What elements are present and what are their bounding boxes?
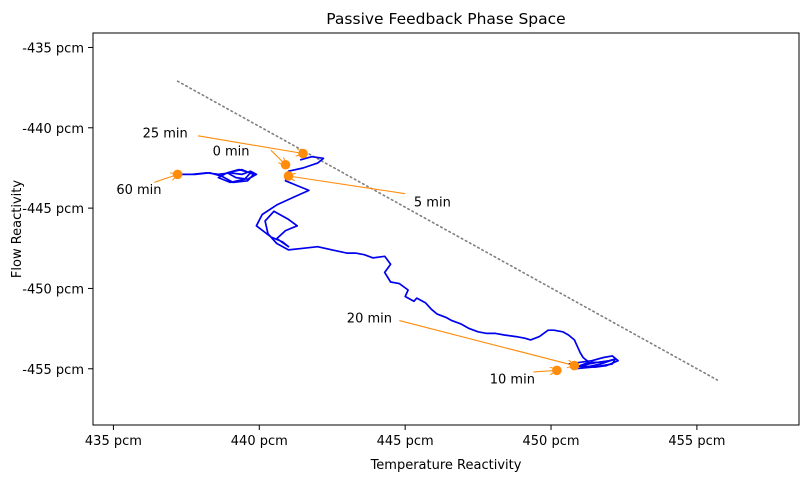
time-marker-point bbox=[552, 365, 562, 376]
x-tick-label: 455 pcm bbox=[668, 434, 725, 449]
x-axis: 435 pcm 440 pcm 445 pcm 450 pcm 455 pcm bbox=[85, 425, 725, 449]
chart-title: Passive Feedback Phase Space bbox=[326, 10, 565, 28]
time-marker-label: 25 min bbox=[143, 127, 188, 142]
time-marker-point bbox=[569, 360, 580, 371]
time-marker-point bbox=[172, 169, 183, 180]
x-axis-label: Temperature Reactivity bbox=[370, 458, 522, 473]
time-marker-point bbox=[280, 159, 291, 170]
trajectory-cluster-right bbox=[568, 355, 619, 369]
annotation-arrow bbox=[399, 320, 574, 366]
time-marker-label: 10 min bbox=[490, 372, 535, 387]
annotation-arrow bbox=[197, 135, 303, 154]
time-marker-label: 0 min bbox=[213, 144, 250, 159]
trajectory-line bbox=[255, 155, 617, 370]
x-tick-label: 450 pcm bbox=[523, 434, 580, 449]
x-tick-label: 435 pcm bbox=[85, 434, 142, 449]
y-tick-label: -435 pcm bbox=[22, 41, 84, 56]
x-tick-label: 440 pcm bbox=[231, 434, 288, 449]
y-axis-label: Flow Reactivity bbox=[10, 180, 25, 278]
reference-line bbox=[176, 80, 719, 381]
y-tick-label: -445 pcm bbox=[22, 202, 84, 217]
series-layer bbox=[176, 80, 719, 381]
x-tick-label: 445 pcm bbox=[377, 434, 434, 449]
y-tick-label: -440 pcm bbox=[22, 122, 84, 137]
time-marker-point bbox=[283, 171, 294, 181]
y-tick-label: -450 pcm bbox=[22, 282, 84, 297]
y-axis: -435 pcm -440 pcm -445 pcm -450 pcm -455 pcm bbox=[22, 41, 93, 378]
marker-layer: 0 min 5 min 10 min 20 min 25 min 60 min bbox=[116, 127, 580, 387]
trajectory-cluster-left bbox=[177, 168, 258, 184]
time-marker-label: 60 min bbox=[116, 183, 161, 198]
y-tick-label: -455 pcm bbox=[22, 363, 84, 378]
axes-frame bbox=[92, 32, 800, 426]
time-marker-label: 5 min bbox=[414, 196, 451, 211]
time-marker-point bbox=[298, 148, 308, 159]
plot-area bbox=[92, 32, 800, 426]
time-marker-label: 20 min bbox=[347, 311, 392, 326]
annotation-arrow bbox=[288, 176, 406, 195]
